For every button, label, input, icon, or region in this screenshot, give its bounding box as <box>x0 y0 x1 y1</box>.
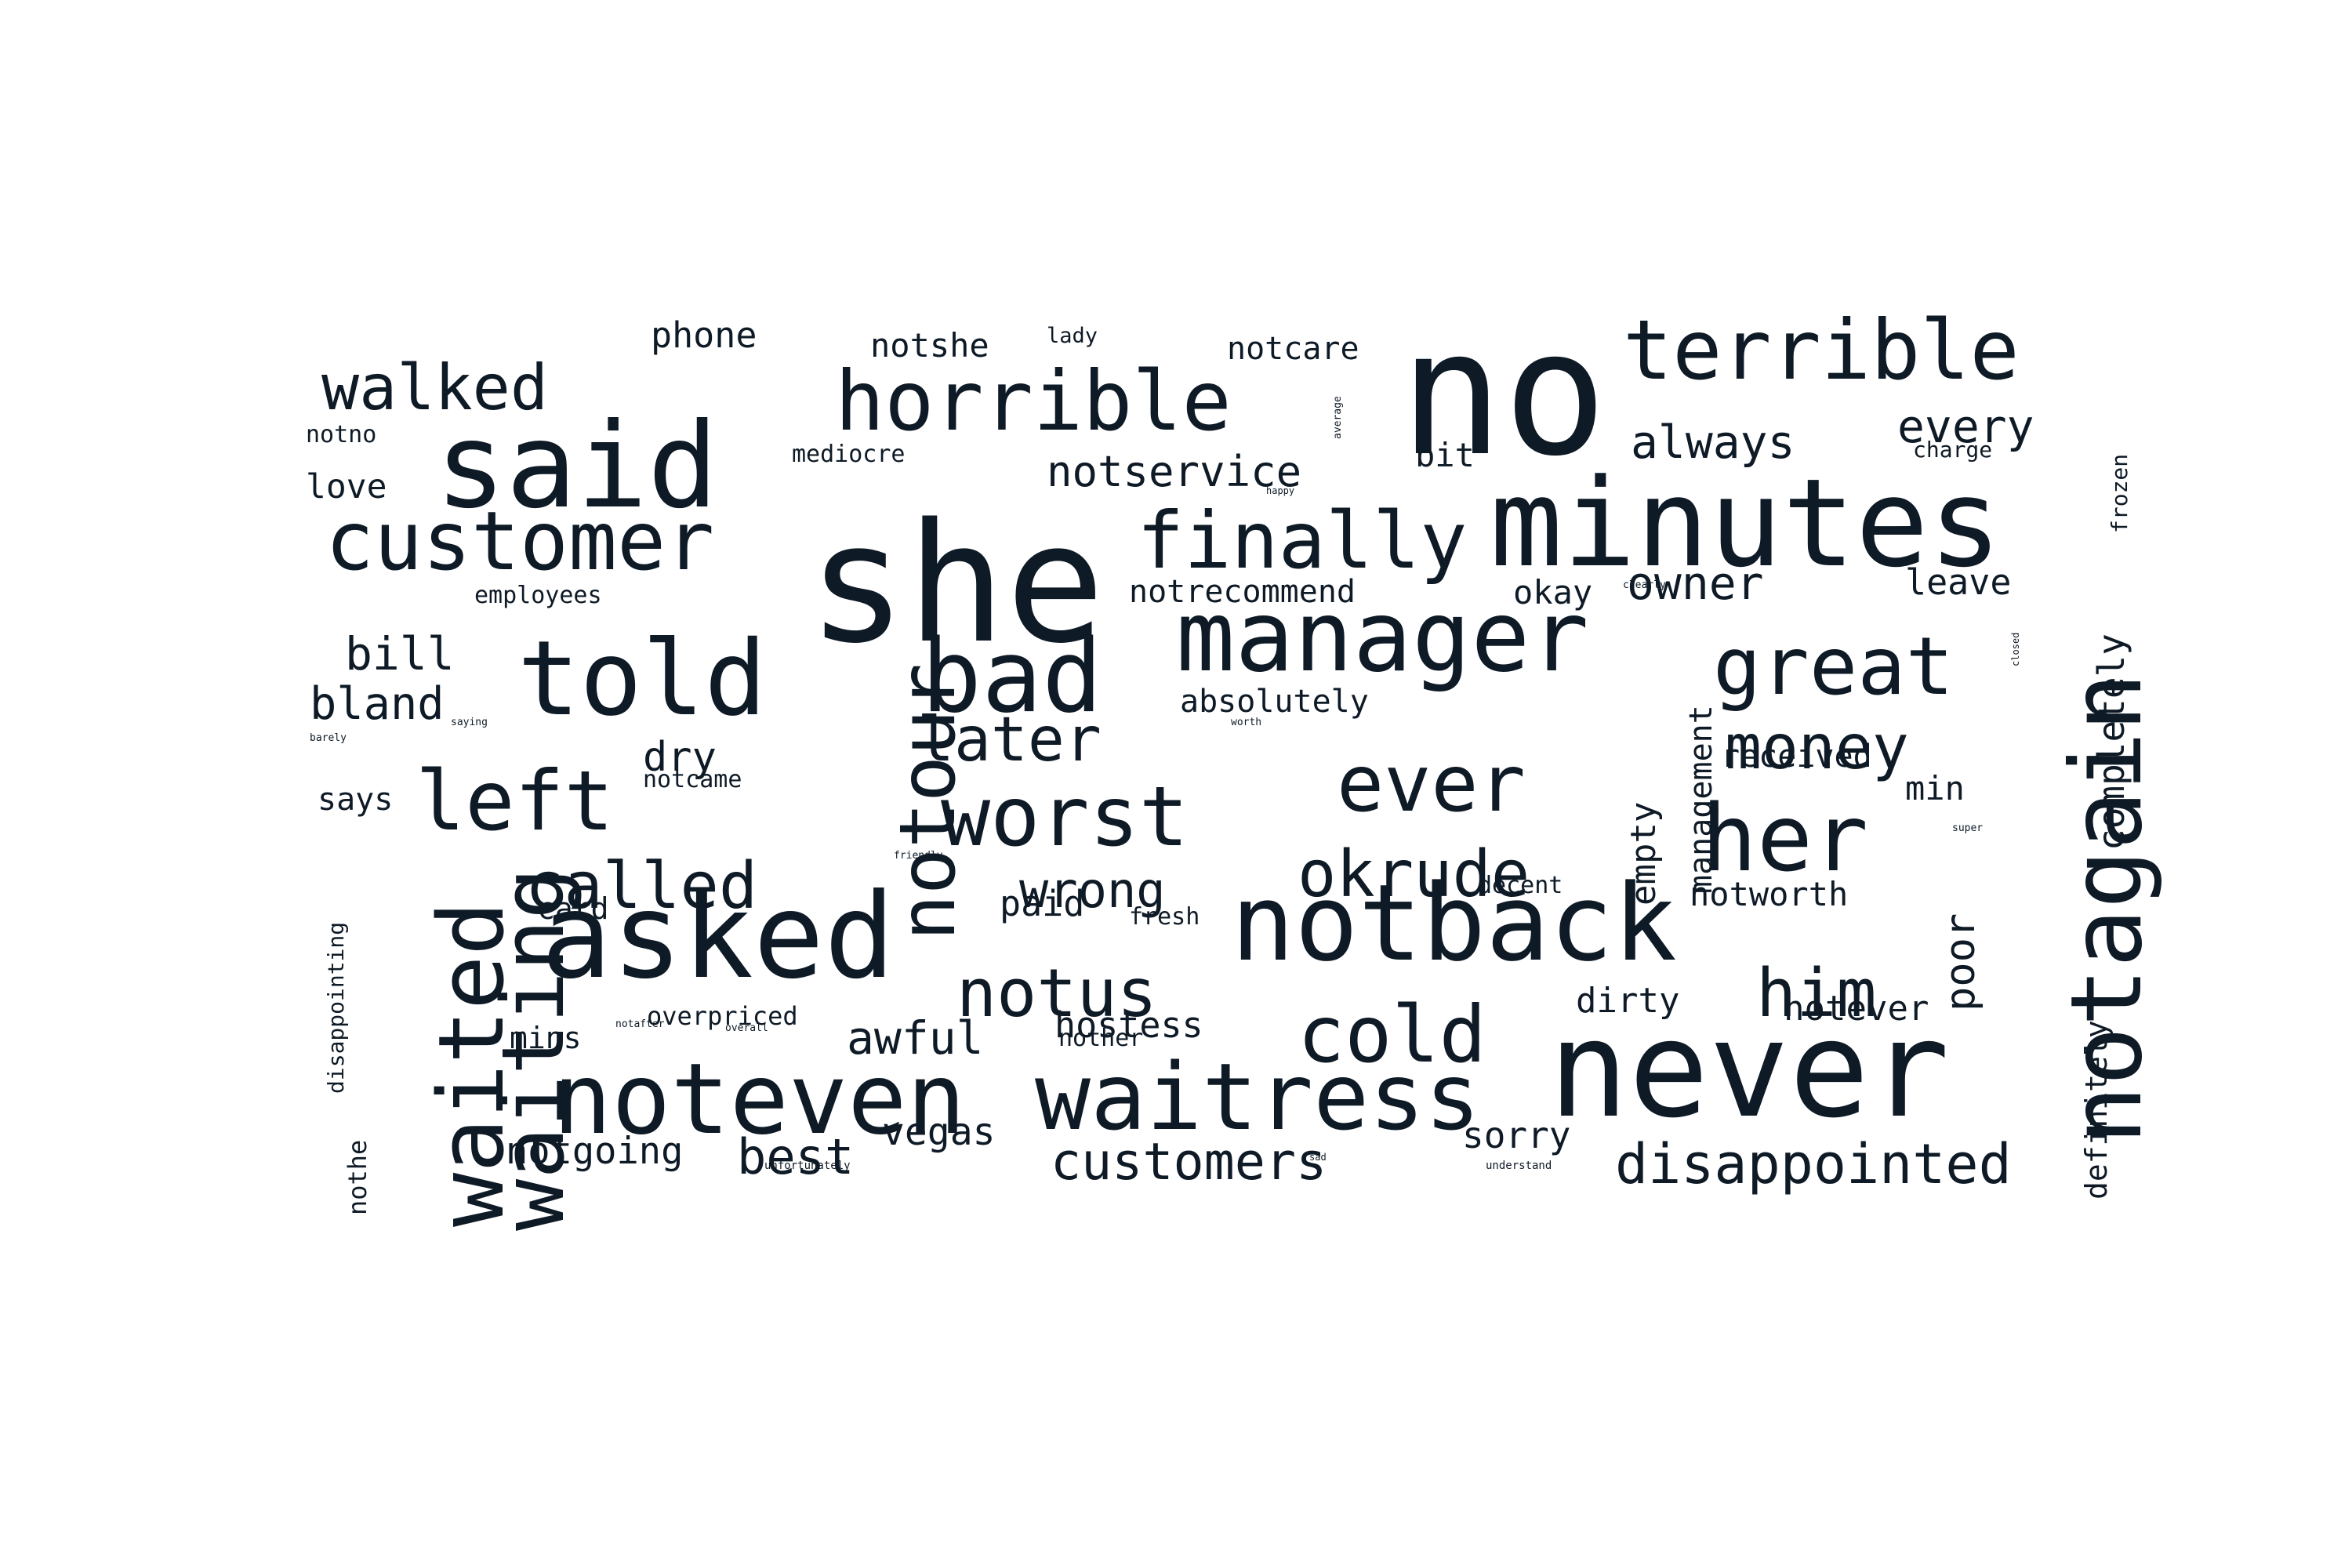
word-friendly: friendly <box>894 850 943 862</box>
word-bill: bill <box>345 627 455 681</box>
word-disappointing: disappointing <box>323 921 349 1094</box>
word-overpriced: overpriced <box>647 1001 798 1031</box>
word-management: management <box>1683 705 1719 894</box>
word-mediocre: mediocre <box>792 441 906 468</box>
word-absolutely: absolutely <box>1180 684 1369 720</box>
word-great: great <box>1713 620 1955 713</box>
word-ever: ever <box>1337 738 1526 829</box>
word-barely: barely <box>310 732 347 744</box>
word-notcame: notcame <box>643 766 742 793</box>
word-always: always <box>1631 416 1795 469</box>
word-notworth: notworth <box>1690 875 1849 913</box>
word-employees: employees <box>474 582 602 609</box>
word-notback: notback <box>1231 862 1677 985</box>
word-okay: okay <box>1513 573 1593 612</box>
word-customer: customer <box>325 495 715 589</box>
word-nothe: nothe <box>343 1139 372 1215</box>
word-saying: saying <box>451 717 488 728</box>
word-bit: bit <box>1415 436 1475 474</box>
word-dirty: dirty <box>1576 981 1680 1021</box>
word-notgoing: notgoing <box>506 1130 684 1173</box>
word-she: she <box>808 488 1105 680</box>
word-walked: walked <box>321 351 548 424</box>
word-average: average <box>1332 396 1344 439</box>
word-him: him <box>1756 955 1877 1033</box>
word-worst: worst <box>941 769 1189 865</box>
word-paid: paid <box>1000 883 1085 924</box>
word-received: received <box>1721 739 1872 775</box>
word-worth: worth <box>1231 717 1262 728</box>
word-completely: completely <box>2090 633 2132 851</box>
word-empty: empty <box>1624 801 1664 906</box>
word-leave: leave <box>1905 561 2012 603</box>
word-phone: phone <box>651 314 757 356</box>
word-notafter: notafter <box>615 1018 665 1030</box>
word-waitress: waitress <box>1035 1043 1481 1151</box>
word-disappointed: disappointed <box>1615 1132 2012 1196</box>
word-clearly: clearly <box>1623 579 1666 591</box>
word-customers: customers <box>1051 1133 1327 1192</box>
word-understand: understand <box>1486 1160 1552 1172</box>
word-lady: lady <box>1047 324 1098 348</box>
word-minutes: minutes <box>1490 452 2002 594</box>
word-finally: finally <box>1137 495 1468 586</box>
word-vegas: vegas <box>882 1110 996 1154</box>
word-sad: sad <box>1309 1152 1327 1163</box>
word-wrong: wrong <box>1019 862 1166 919</box>
word-said: said <box>435 398 719 535</box>
word-unfortunately: unfortunately <box>764 1160 851 1172</box>
word-super: super <box>1952 822 1984 834</box>
word-awful: awful <box>847 1011 984 1065</box>
word-notcare: notcare <box>1227 331 1359 367</box>
word-bad: bad <box>921 619 1103 735</box>
word-happy: happy <box>1266 485 1295 496</box>
word-dry: dry <box>643 734 717 781</box>
word-closed: closed <box>2010 632 2021 666</box>
word-says: says <box>318 782 394 818</box>
word-frozen: frozen <box>2107 453 2132 533</box>
word-notno: notno <box>306 421 377 448</box>
word-every: every <box>1897 400 2034 453</box>
word-notshe: notshe <box>870 326 989 365</box>
word-cold: cold <box>1298 989 1486 1080</box>
word-called: called <box>525 849 758 924</box>
word-fresh: fresh <box>1129 903 1200 931</box>
word-told: told <box>517 619 767 739</box>
word-love: love <box>306 467 387 506</box>
word-manager: manager <box>1176 580 1589 694</box>
word-money: money <box>1725 713 1909 783</box>
word-later: later <box>917 705 1102 775</box>
word-decent: decent <box>1478 872 1563 899</box>
word-left: left <box>416 753 614 849</box>
word-nother: nother <box>1058 1025 1144 1052</box>
word-charge: charge <box>1913 437 1993 463</box>
word-asked: asked <box>541 869 895 1005</box>
word-terrible: terrible <box>1623 303 2020 398</box>
word-sorry: sorry <box>1462 1114 1571 1156</box>
word-bland: bland <box>310 678 445 730</box>
word-definitely: definitely <box>2079 1020 2114 1200</box>
word-poor: poor <box>1937 913 1984 1011</box>
word-notrecommend: notrecommend <box>1129 574 1356 610</box>
word-card: card <box>537 891 609 926</box>
word-min: min <box>1905 769 1965 808</box>
word-notservice: notservice <box>1047 447 1302 496</box>
word-notever: notever <box>1784 989 1929 1029</box>
word-okrude: okrude <box>1298 837 1530 912</box>
word-best: best <box>737 1128 855 1185</box>
word-no: no <box>1399 293 1607 494</box>
word-noteven: noteven <box>553 1043 966 1156</box>
word-owner: owner <box>1627 557 1764 610</box>
word-overall: overall <box>725 1022 768 1034</box>
word-mins: mins <box>510 1021 582 1055</box>
word-hostess: hostess <box>1054 1004 1203 1046</box>
word-notus: notus <box>956 955 1157 1033</box>
word-her: her <box>1701 784 1869 892</box>
word-never: never <box>1548 993 1950 1148</box>
word-horrible: horrible <box>835 354 1232 449</box>
